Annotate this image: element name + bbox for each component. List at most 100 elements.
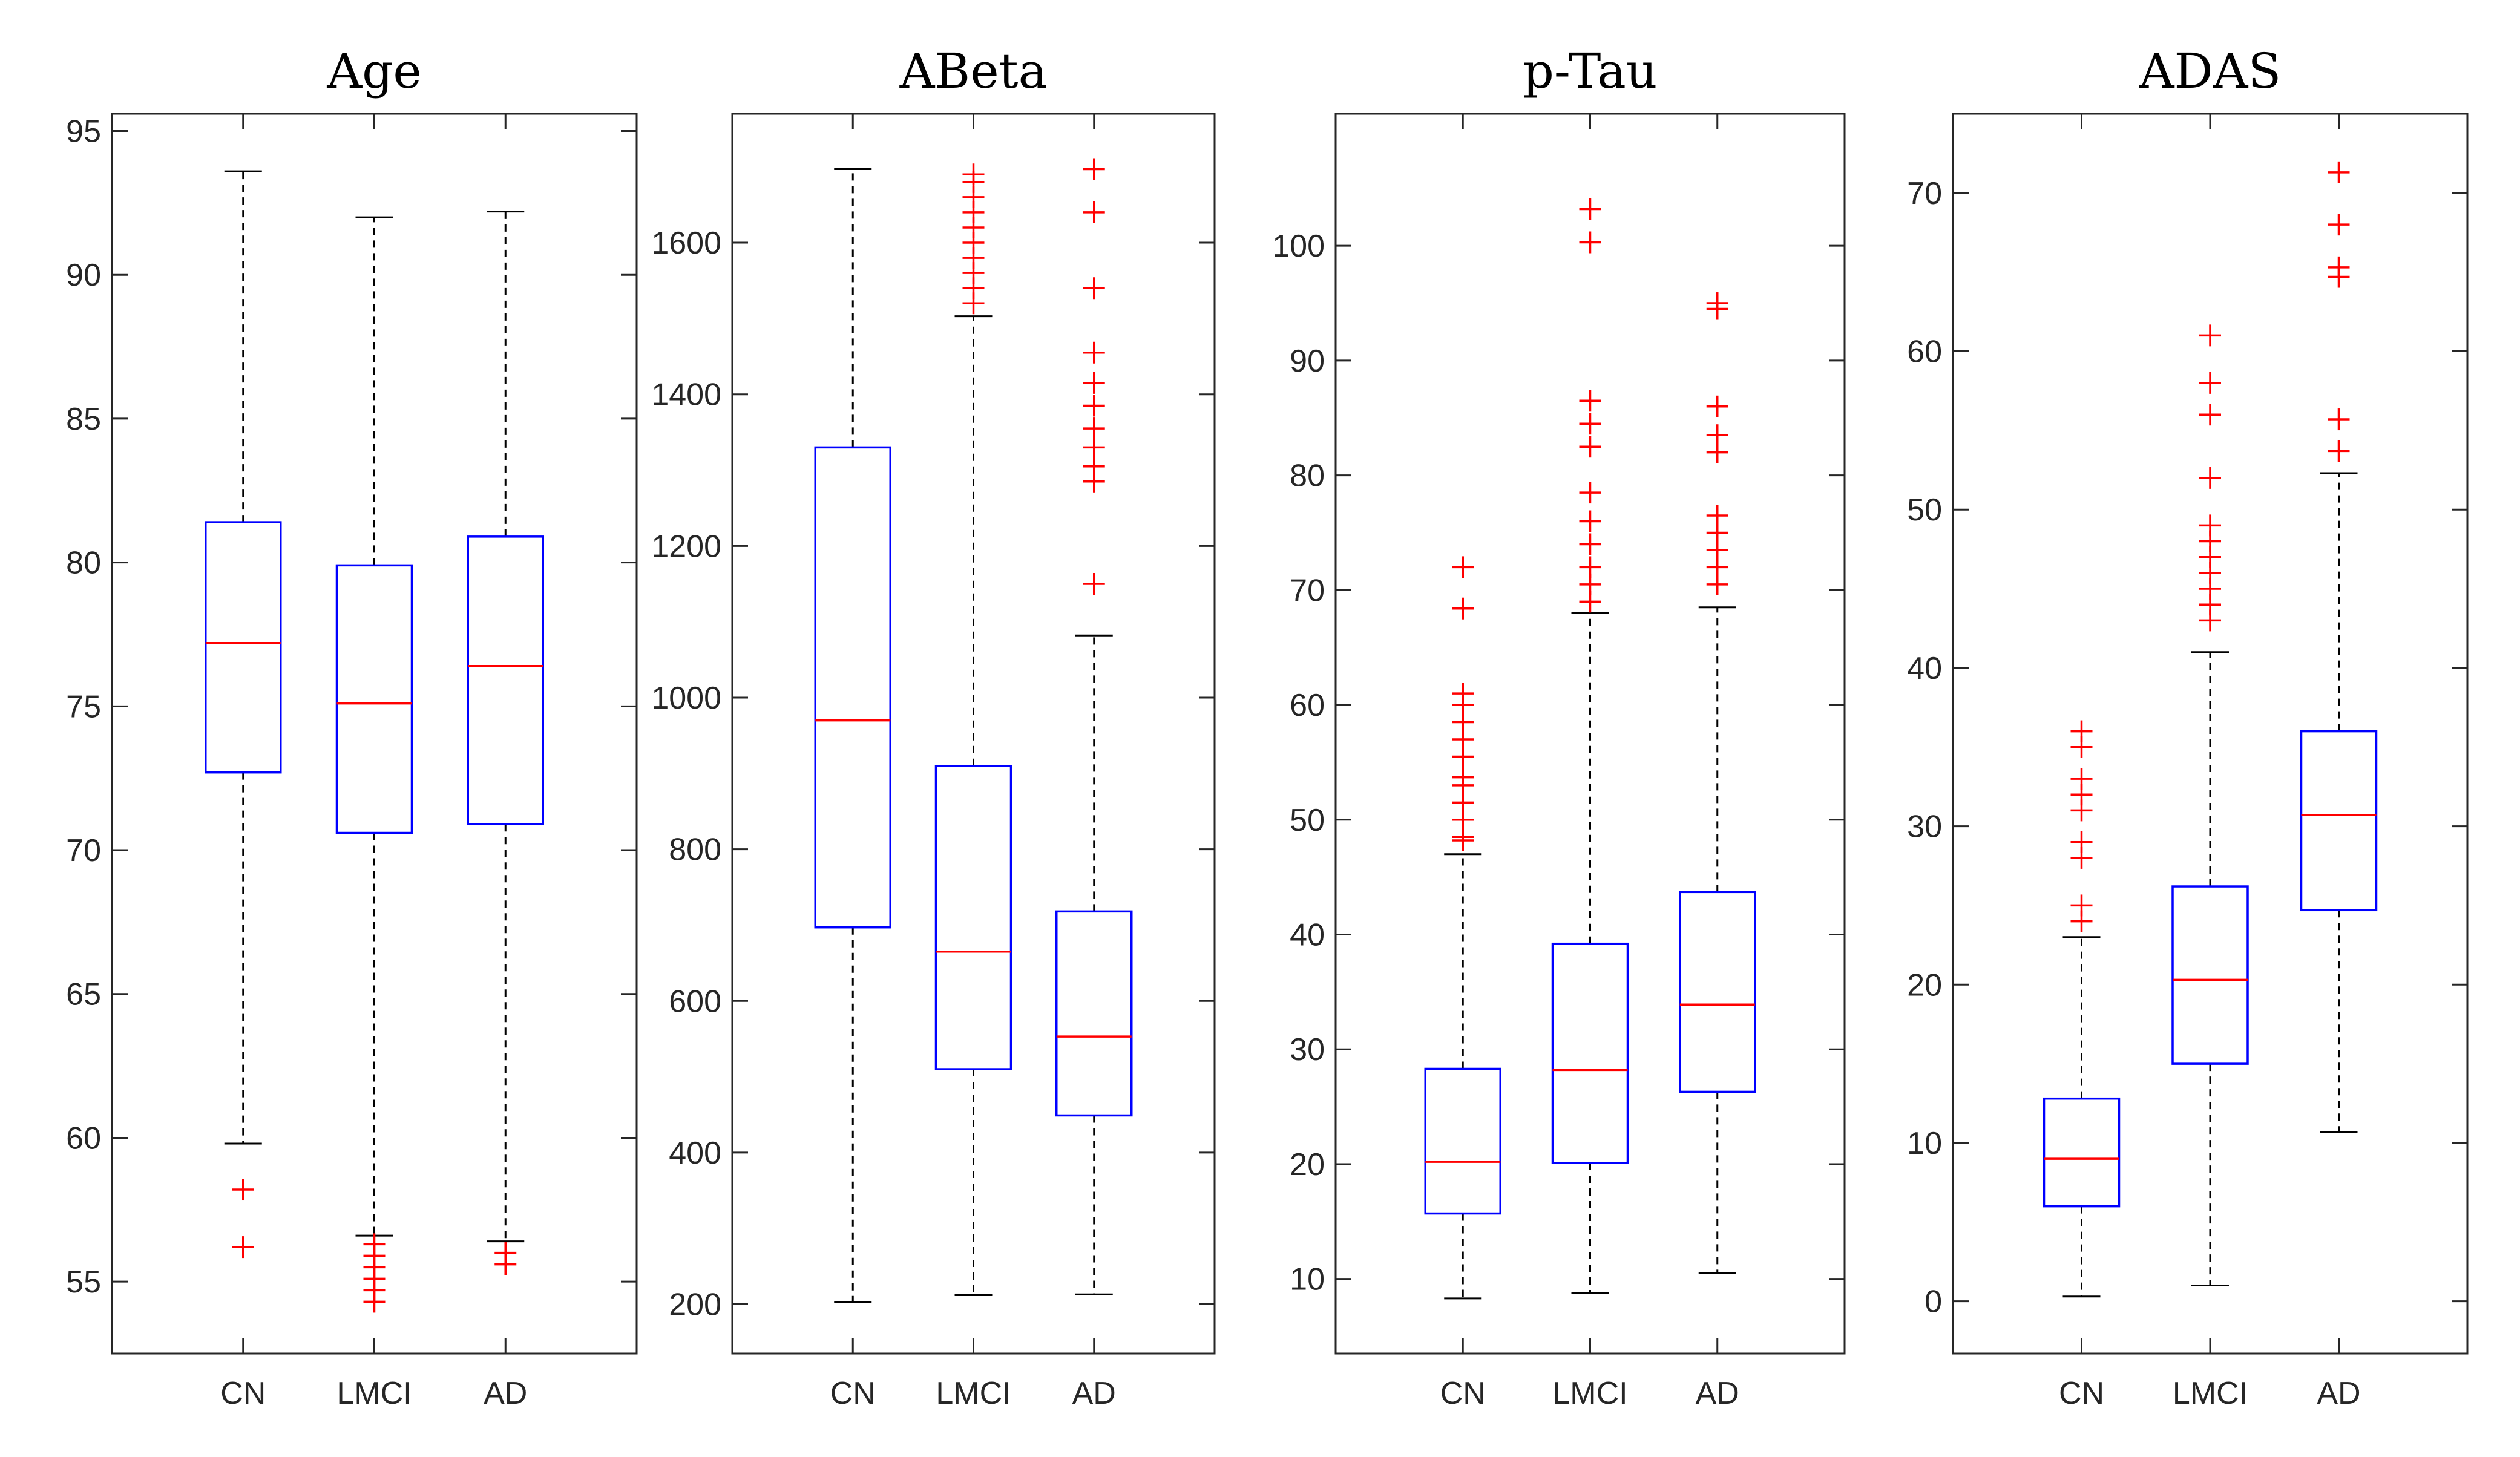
outlier-marker	[363, 1291, 386, 1313]
x-tick-label: CN	[2059, 1376, 2104, 1411]
outlier-marker	[2070, 720, 2093, 742]
y-tick-label: 800	[669, 833, 721, 868]
outlier-marker	[2070, 768, 2093, 790]
panel-title: ABeta	[899, 43, 1048, 99]
outlier-marker	[1452, 597, 1474, 620]
outlier-marker	[962, 163, 985, 186]
outlier-marker	[1706, 292, 1728, 315]
x-tick-label: AD	[484, 1376, 527, 1411]
x-tick-label: CN	[830, 1376, 876, 1411]
outlier-marker	[1452, 766, 1474, 788]
outlier-marker	[1083, 372, 1105, 394]
outlier-marker	[1083, 417, 1105, 440]
outlier-marker	[1579, 413, 1601, 435]
outlier-marker	[1083, 572, 1105, 595]
x-tick-label: LMCI	[2173, 1376, 2248, 1411]
y-tick-label: 75	[66, 689, 101, 724]
y-tick-label: 1400	[651, 378, 721, 413]
panel-3: ADAS 0 10 20 30 40 50 60 70 CN LMCI AD	[1907, 43, 2469, 1411]
iqr-box	[1424, 1067, 1501, 1215]
outlier-marker	[1083, 341, 1105, 364]
y-tick-label: 60	[1290, 688, 1325, 723]
outlier-marker	[2070, 831, 2093, 853]
outlier-marker	[2199, 324, 2221, 347]
outlier-marker	[1452, 683, 1474, 705]
x-tick-label: LMCI	[1552, 1376, 1627, 1411]
outlier-marker	[2070, 894, 2093, 917]
outlier-marker	[494, 1253, 517, 1275]
y-tick-label: 1200	[651, 529, 721, 564]
y-tick-label: 95	[66, 114, 101, 149]
outlier-marker	[1579, 436, 1601, 458]
y-tick-label: 60	[66, 1121, 101, 1156]
y-tick-label: 70	[66, 833, 101, 868]
iqr-box	[1679, 891, 1756, 1093]
outlier-marker	[1083, 395, 1105, 417]
y-tick-label: 20	[1290, 1147, 1325, 1182]
outlier-marker	[1579, 510, 1601, 532]
y-tick-label: 40	[1290, 918, 1325, 953]
outlier-marker	[1579, 390, 1601, 412]
outlier-marker	[1452, 556, 1474, 578]
iqr-box	[1055, 910, 1133, 1117]
y-tick-label: 80	[1290, 459, 1325, 494]
y-tick-label: 60	[1907, 335, 1942, 370]
y-tick-label: 600	[669, 984, 721, 1019]
outlier-marker	[2328, 256, 2350, 278]
iqr-box	[335, 564, 413, 834]
x-tick-label: CN	[1440, 1376, 1486, 1411]
outlier-marker	[2328, 161, 2350, 183]
iqr-box	[1551, 942, 1629, 1164]
outlier-marker	[1579, 533, 1601, 555]
outlier-marker	[2328, 408, 2350, 431]
outlier-marker	[1083, 436, 1105, 459]
y-tick-label: 200	[669, 1288, 721, 1323]
y-tick-label: 70	[1290, 573, 1325, 608]
y-tick-label: 50	[1907, 493, 1942, 528]
panel-2: p-Tau 10 20 30 40 50 60 70 80 90 100 CN LMCI AD	[1272, 43, 1846, 1411]
outlier-marker	[1706, 424, 1728, 447]
y-tick-label: 40	[1907, 651, 1942, 686]
panel-title: ADAS	[2139, 43, 2282, 99]
iqr-box	[2043, 1097, 2121, 1208]
iqr-box	[934, 765, 1012, 1070]
y-tick-label: 90	[66, 258, 101, 293]
y-tick-label: 400	[669, 1136, 721, 1171]
y-tick-label: 65	[66, 977, 101, 1012]
y-tick-label: 70	[1907, 176, 1942, 211]
y-tick-label: 80	[66, 546, 101, 581]
x-tick-label: AD	[1696, 1376, 1739, 1411]
iqr-box	[2300, 730, 2378, 912]
outlier-marker	[232, 1236, 254, 1259]
outlier-marker	[2328, 214, 2350, 236]
x-tick-label: LMCI	[336, 1376, 412, 1411]
outlier-marker	[1083, 201, 1105, 223]
outlier-marker	[1579, 482, 1601, 504]
y-tick-label: 1600	[651, 226, 721, 261]
y-tick-label: 10	[1907, 1126, 1942, 1161]
x-tick-label: CN	[220, 1376, 266, 1411]
iqr-box	[205, 521, 282, 774]
outlier-marker	[1083, 455, 1105, 477]
y-tick-label: 100	[1272, 229, 1325, 264]
outlier-marker	[2199, 372, 2221, 394]
outlier-marker	[1706, 505, 1728, 527]
panel-1: ABeta 200 400 600 800 1000 1200 1400 1600 CN LMCI A…	[651, 43, 1216, 1411]
outlier-marker	[2199, 404, 2221, 426]
outlier-marker	[1706, 395, 1728, 417]
y-tick-label: 55	[66, 1265, 101, 1300]
outlier-marker	[232, 1179, 254, 1201]
outlier-marker	[1579, 556, 1601, 578]
outlier-marker	[2328, 440, 2350, 462]
outlier-marker	[1083, 158, 1105, 180]
outlier-marker	[1579, 231, 1601, 254]
outlier-marker	[1083, 277, 1105, 300]
y-tick-label: 20	[1907, 968, 1942, 1003]
outlier-marker	[2199, 467, 2221, 489]
outlier-marker	[2199, 514, 2221, 537]
panel-0: Age 55 60 65 70 75 80 85 90 95 CN LMCI AD	[66, 43, 638, 1411]
x-tick-label: LMCI	[936, 1376, 1011, 1411]
y-tick-label: 85	[66, 402, 101, 437]
